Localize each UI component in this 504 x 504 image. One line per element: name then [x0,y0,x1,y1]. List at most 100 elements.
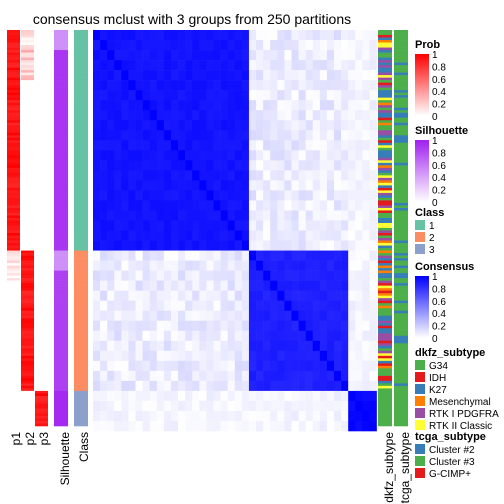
consensus-cell [291,250,299,261]
consensus-cell [100,200,108,211]
prob-cell [7,142,20,146]
consensus-cell [100,290,108,301]
tcga-cell [394,35,408,38]
dkfz-cell [378,240,392,244]
prob-cell [21,258,34,261]
consensus-cell [263,260,271,271]
consensus-cell [100,280,108,291]
consensus-cell [213,410,221,422]
consensus-cell [100,230,108,241]
consensus-cell [170,30,179,41]
consensus-cell [142,90,151,101]
consensus-cell [220,150,228,161]
dkfz-cell [378,403,392,407]
consensus-cell [291,100,299,111]
consensus-cell [163,340,172,352]
class-cell [74,57,88,61]
tcga-cell [394,85,408,88]
consensus-cell [326,310,335,322]
dkfz-cell [378,238,392,241]
consensus-cell [227,230,236,241]
consensus-cell [213,300,221,312]
prob-cell [21,125,34,129]
consensus-cell [369,240,377,251]
consensus-cell [213,180,221,191]
consensus-cell [192,130,200,141]
consensus-cell [121,50,129,61]
class-cell [74,75,88,78]
consensus-cell [192,300,200,312]
consensus-cell [241,240,250,251]
prob-cell [7,333,20,337]
consensus-cell [362,340,370,352]
consensus-cell [291,230,299,241]
legend-tick-label: 1 [432,272,438,283]
class-cell [74,290,88,294]
consensus-cell [298,310,306,322]
consensus-cell [241,90,250,101]
prob-cell [35,415,48,419]
dkfz-cell [378,273,392,276]
consensus-cell [163,310,172,322]
tcga-cell [394,348,408,352]
tcga-cell [394,40,408,43]
consensus-cell [291,40,299,51]
legend-entry-label: Mesenchymal [429,397,491,408]
consensus-cell [149,90,158,101]
tcga-cell [394,325,408,329]
consensus-cell [355,200,363,211]
consensus-cell [341,150,349,161]
tcga-cell [394,152,408,156]
consensus-cell [284,420,292,432]
tcga-cell [394,110,408,114]
consensus-cell [163,170,172,181]
consensus-cell [185,220,193,231]
tcga-cell [394,87,408,91]
silhouette-cell [54,220,68,224]
prob-cell [35,300,48,304]
silhouette-cell [54,268,68,271]
consensus-cell [341,240,349,251]
consensus-cell [178,310,186,322]
prob-cell [35,67,48,71]
consensus-cell [107,110,115,121]
prob-cell [7,418,20,422]
consensus-cell [135,250,143,261]
consensus-cell [227,80,236,91]
prob-cell [35,102,48,106]
consensus-cell [326,170,335,181]
consensus-cell [93,240,101,251]
consensus-cell [220,290,228,301]
tcga-cell [394,340,408,344]
consensus-cell [248,320,257,332]
consensus-cell [362,410,370,422]
consensus-cell [128,80,136,91]
consensus-cell [284,180,292,191]
dkfz-cell [378,393,392,397]
tcga-cell [394,55,408,58]
consensus-cell [326,230,335,241]
consensus-cell [206,210,214,221]
consensus-cell [100,150,108,161]
consensus-cell [192,80,200,91]
consensus-cell [362,150,370,161]
class-cell [74,217,88,221]
tcga-cell [394,202,408,206]
consensus-cell [319,310,328,322]
consensus-cell [100,160,108,171]
legend-tick-label: 0.6 [432,75,446,86]
consensus-cell [220,90,228,101]
class-cell [74,273,88,276]
class-cell [74,212,88,216]
tcga-cell [394,167,408,171]
consensus-cell [355,260,363,271]
consensus-cell [121,110,129,121]
consensus-cell [284,390,292,402]
consensus-cell [291,190,299,201]
consensus-cell [128,90,136,101]
consensus-cell [284,140,292,151]
consensus-cell [213,380,221,392]
consensus-cell [284,70,292,81]
consensus-cell [362,60,370,71]
class-cell [74,135,88,139]
